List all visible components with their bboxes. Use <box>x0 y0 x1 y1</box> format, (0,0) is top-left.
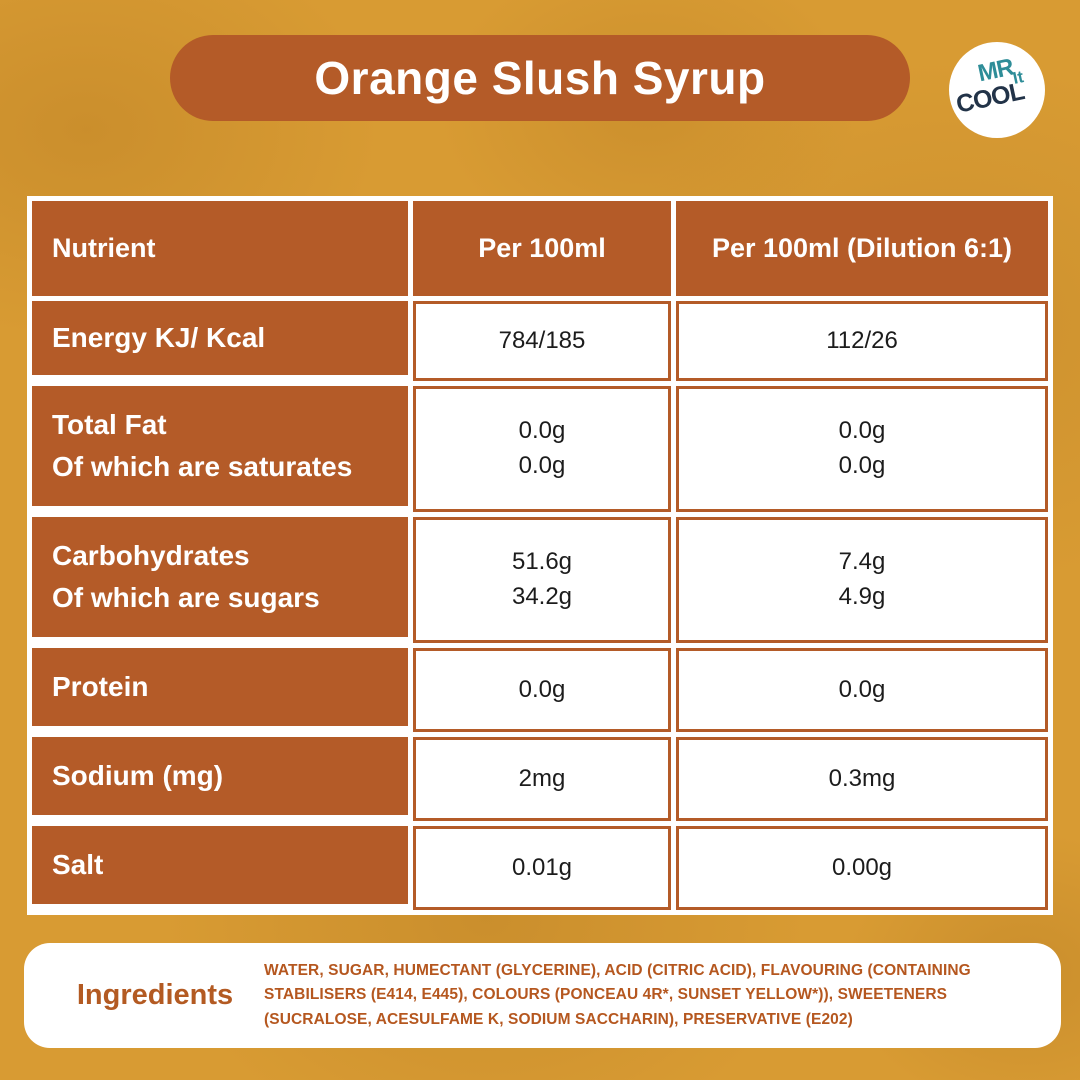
header-per-100ml-label: Per 100ml <box>478 233 606 263</box>
row-carbs-per100ml: 51.6g 34.2g <box>413 517 671 643</box>
row-sodium-label: Sodium (mg) <box>32 737 408 815</box>
row-energy-per100ml: 784/185 <box>413 301 671 381</box>
row-carbs-label: Carbohydrates Of which are sugars <box>32 517 408 637</box>
ingredients-list: WATER, SUGAR, HUMECTANT (GLYCERINE), ACI… <box>264 962 971 1028</box>
row-fat-diluted: 0.0g 0.0g <box>676 386 1048 512</box>
row-salt-diluted: 0.00g <box>676 826 1048 910</box>
row-salt-label: Salt <box>32 826 408 904</box>
row-salt-per100ml: 0.01g <box>413 826 671 910</box>
row-fat-label: Total Fat Of which are saturates <box>32 386 408 506</box>
header-dilution: Per 100ml (Dilution 6:1) <box>676 201 1048 296</box>
header-per-100ml: Per 100ml <box>413 201 671 296</box>
row-protein-per100ml: 0.0g <box>413 648 671 732</box>
title-banner: Orange Slush Syrup <box>170 35 910 121</box>
row-energy-label: Energy KJ/ Kcal <box>32 301 408 375</box>
logo-word-cool: COOL <box>953 77 1027 119</box>
row-energy-diluted: 112/26 <box>676 301 1048 381</box>
mr-cool-it-logo: MR It COOL <box>949 42 1045 138</box>
row-protein-label: Protein <box>32 648 408 726</box>
row-carbs-diluted: 7.4g 4.9g <box>676 517 1048 643</box>
header-nutrient: Nutrient <box>32 201 408 296</box>
ingredients-heading: Ingredients <box>76 979 234 1011</box>
header-dilution-label: Per 100ml (Dilution 6:1) <box>711 233 1013 263</box>
header-nutrient-label: Nutrient <box>52 233 156 263</box>
page-title: Orange Slush Syrup <box>314 52 766 104</box>
row-fat-per100ml: 0.0g 0.0g <box>413 386 671 512</box>
row-sodium-diluted: 0.3mg <box>676 737 1048 821</box>
row-protein-diluted: 0.0g <box>676 648 1048 732</box>
row-sodium-per100ml: 2mg <box>413 737 671 821</box>
nutrition-table: Nutrient Per 100ml Per 100ml (Dilution 6… <box>27 196 1053 915</box>
ingredients-panel: Ingredients WATER, SUGAR, HUMECTANT (GLY… <box>24 943 1061 1048</box>
